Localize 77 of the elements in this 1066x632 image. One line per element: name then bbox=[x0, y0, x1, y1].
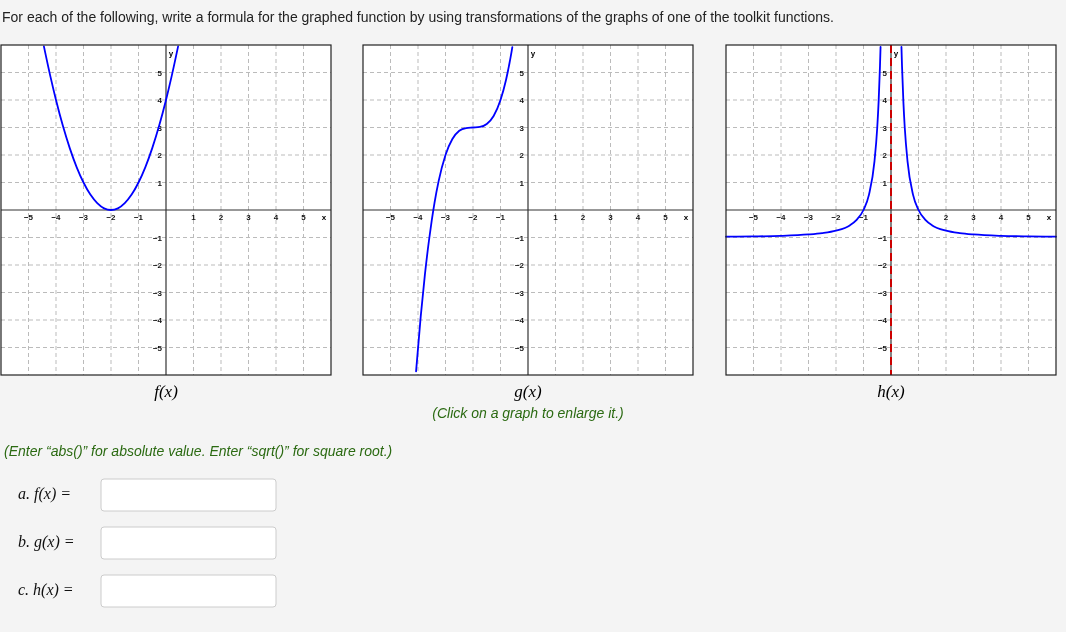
text: (Enter “abs()” for absolute value. Enter “sqrt()” for square root.) bbox=[4, 443, 393, 459]
text: (Click on a graph to enlarge it.) bbox=[432, 405, 624, 421]
x-tick-label: 2 bbox=[218, 213, 224, 222]
y-tick-label: −3 bbox=[877, 288, 888, 298]
x-tick-label: −1 bbox=[858, 213, 869, 222]
y-tick-label: −1 bbox=[514, 233, 525, 243]
x-tick-label: 1 bbox=[553, 213, 559, 222]
x-tick-label: −5 bbox=[385, 213, 396, 222]
y-axis-title: y bbox=[168, 49, 174, 58]
x-tick-label: 3 bbox=[608, 213, 614, 222]
y-tick-label: 5 bbox=[882, 68, 888, 78]
text: g(x) bbox=[514, 382, 543, 401]
y-tick-label: −4 bbox=[877, 316, 888, 325]
y-tick-label: 5 bbox=[519, 68, 525, 78]
x-tick-label: 4 bbox=[635, 213, 641, 222]
x-tick-label: −1 bbox=[495, 213, 506, 222]
y-tick-label: −3 bbox=[152, 288, 163, 298]
y-tick-label: 3 bbox=[519, 123, 525, 133]
x-tick-label: 2 bbox=[943, 213, 949, 222]
y-tick-label: −5 bbox=[152, 343, 163, 353]
y-tick-label: 2 bbox=[157, 151, 163, 160]
y-tick-label: −2 bbox=[514, 261, 525, 270]
y-tick-label: 5 bbox=[157, 68, 163, 78]
x-tick-label: 5 bbox=[663, 213, 669, 222]
text: b. g(x) = bbox=[18, 533, 75, 551]
y-axis-title: y bbox=[893, 49, 899, 58]
y-tick-label: −1 bbox=[152, 233, 163, 243]
y-axis-title: y bbox=[530, 49, 536, 58]
x-tick-label: 2 bbox=[580, 213, 586, 222]
y-tick-label: 1 bbox=[519, 178, 525, 188]
y-tick-label: −2 bbox=[877, 261, 888, 270]
text: c. h(x) = bbox=[18, 581, 74, 599]
x-tick-label: −5 bbox=[23, 213, 34, 222]
x-tick-label: 5 bbox=[301, 213, 307, 222]
x-tick-label: 5 bbox=[1026, 213, 1032, 222]
y-tick-label: −4 bbox=[152, 316, 163, 325]
x-tick-label: −2 bbox=[106, 213, 117, 222]
y-tick-label: −3 bbox=[514, 288, 525, 298]
x-tick-label: −3 bbox=[78, 213, 89, 222]
x-tick-label: 1 bbox=[916, 213, 922, 222]
y-tick-label: 4 bbox=[157, 96, 163, 105]
x-tick-label: −2 bbox=[831, 213, 842, 222]
x-tick-label: −4 bbox=[776, 213, 787, 222]
x-tick-label: −2 bbox=[468, 213, 479, 222]
x-tick-label: 4 bbox=[273, 213, 279, 222]
x-axis-title: x bbox=[1046, 213, 1052, 222]
y-tick-label: 2 bbox=[519, 151, 525, 160]
x-tick-label: −5 bbox=[748, 213, 759, 222]
y-tick-label: −5 bbox=[877, 343, 888, 353]
text: For each of the following, write a formula for the graphed function by using transformations of the graphs of one of the toolkit functions. bbox=[2, 9, 834, 25]
x-tick-label: 4 bbox=[998, 213, 1004, 222]
x-tick-label: 3 bbox=[971, 213, 977, 222]
x-tick-label: 3 bbox=[246, 213, 252, 222]
x-tick-label: −3 bbox=[803, 213, 814, 222]
y-tick-label: 4 bbox=[519, 96, 525, 105]
x-tick-label: −4 bbox=[413, 213, 424, 222]
y-tick-label: 4 bbox=[882, 96, 888, 105]
y-tick-label: −2 bbox=[152, 261, 163, 270]
line-series bbox=[43, 45, 179, 211]
line-series bbox=[415, 46, 514, 373]
x-axis-title: x bbox=[683, 213, 689, 222]
y-tick-label: −4 bbox=[514, 316, 525, 325]
text: f(x) bbox=[154, 382, 179, 401]
text: h(x) bbox=[877, 382, 906, 401]
x-tick-label: −3 bbox=[440, 213, 451, 222]
y-tick-label: 2 bbox=[882, 151, 888, 160]
y-tick-label: 1 bbox=[882, 178, 888, 188]
x-tick-label: −4 bbox=[51, 213, 62, 222]
y-tick-label: −5 bbox=[514, 343, 525, 353]
x-axis-title: x bbox=[321, 213, 327, 222]
x-tick-label: 1 bbox=[191, 213, 197, 222]
text: a. f(x) = bbox=[18, 485, 71, 503]
y-tick-label: 1 bbox=[157, 178, 163, 188]
y-tick-label: 3 bbox=[157, 123, 163, 133]
y-tick-label: −1 bbox=[877, 233, 888, 243]
x-tick-label: −1 bbox=[133, 213, 144, 222]
y-tick-label: 3 bbox=[882, 123, 888, 133]
